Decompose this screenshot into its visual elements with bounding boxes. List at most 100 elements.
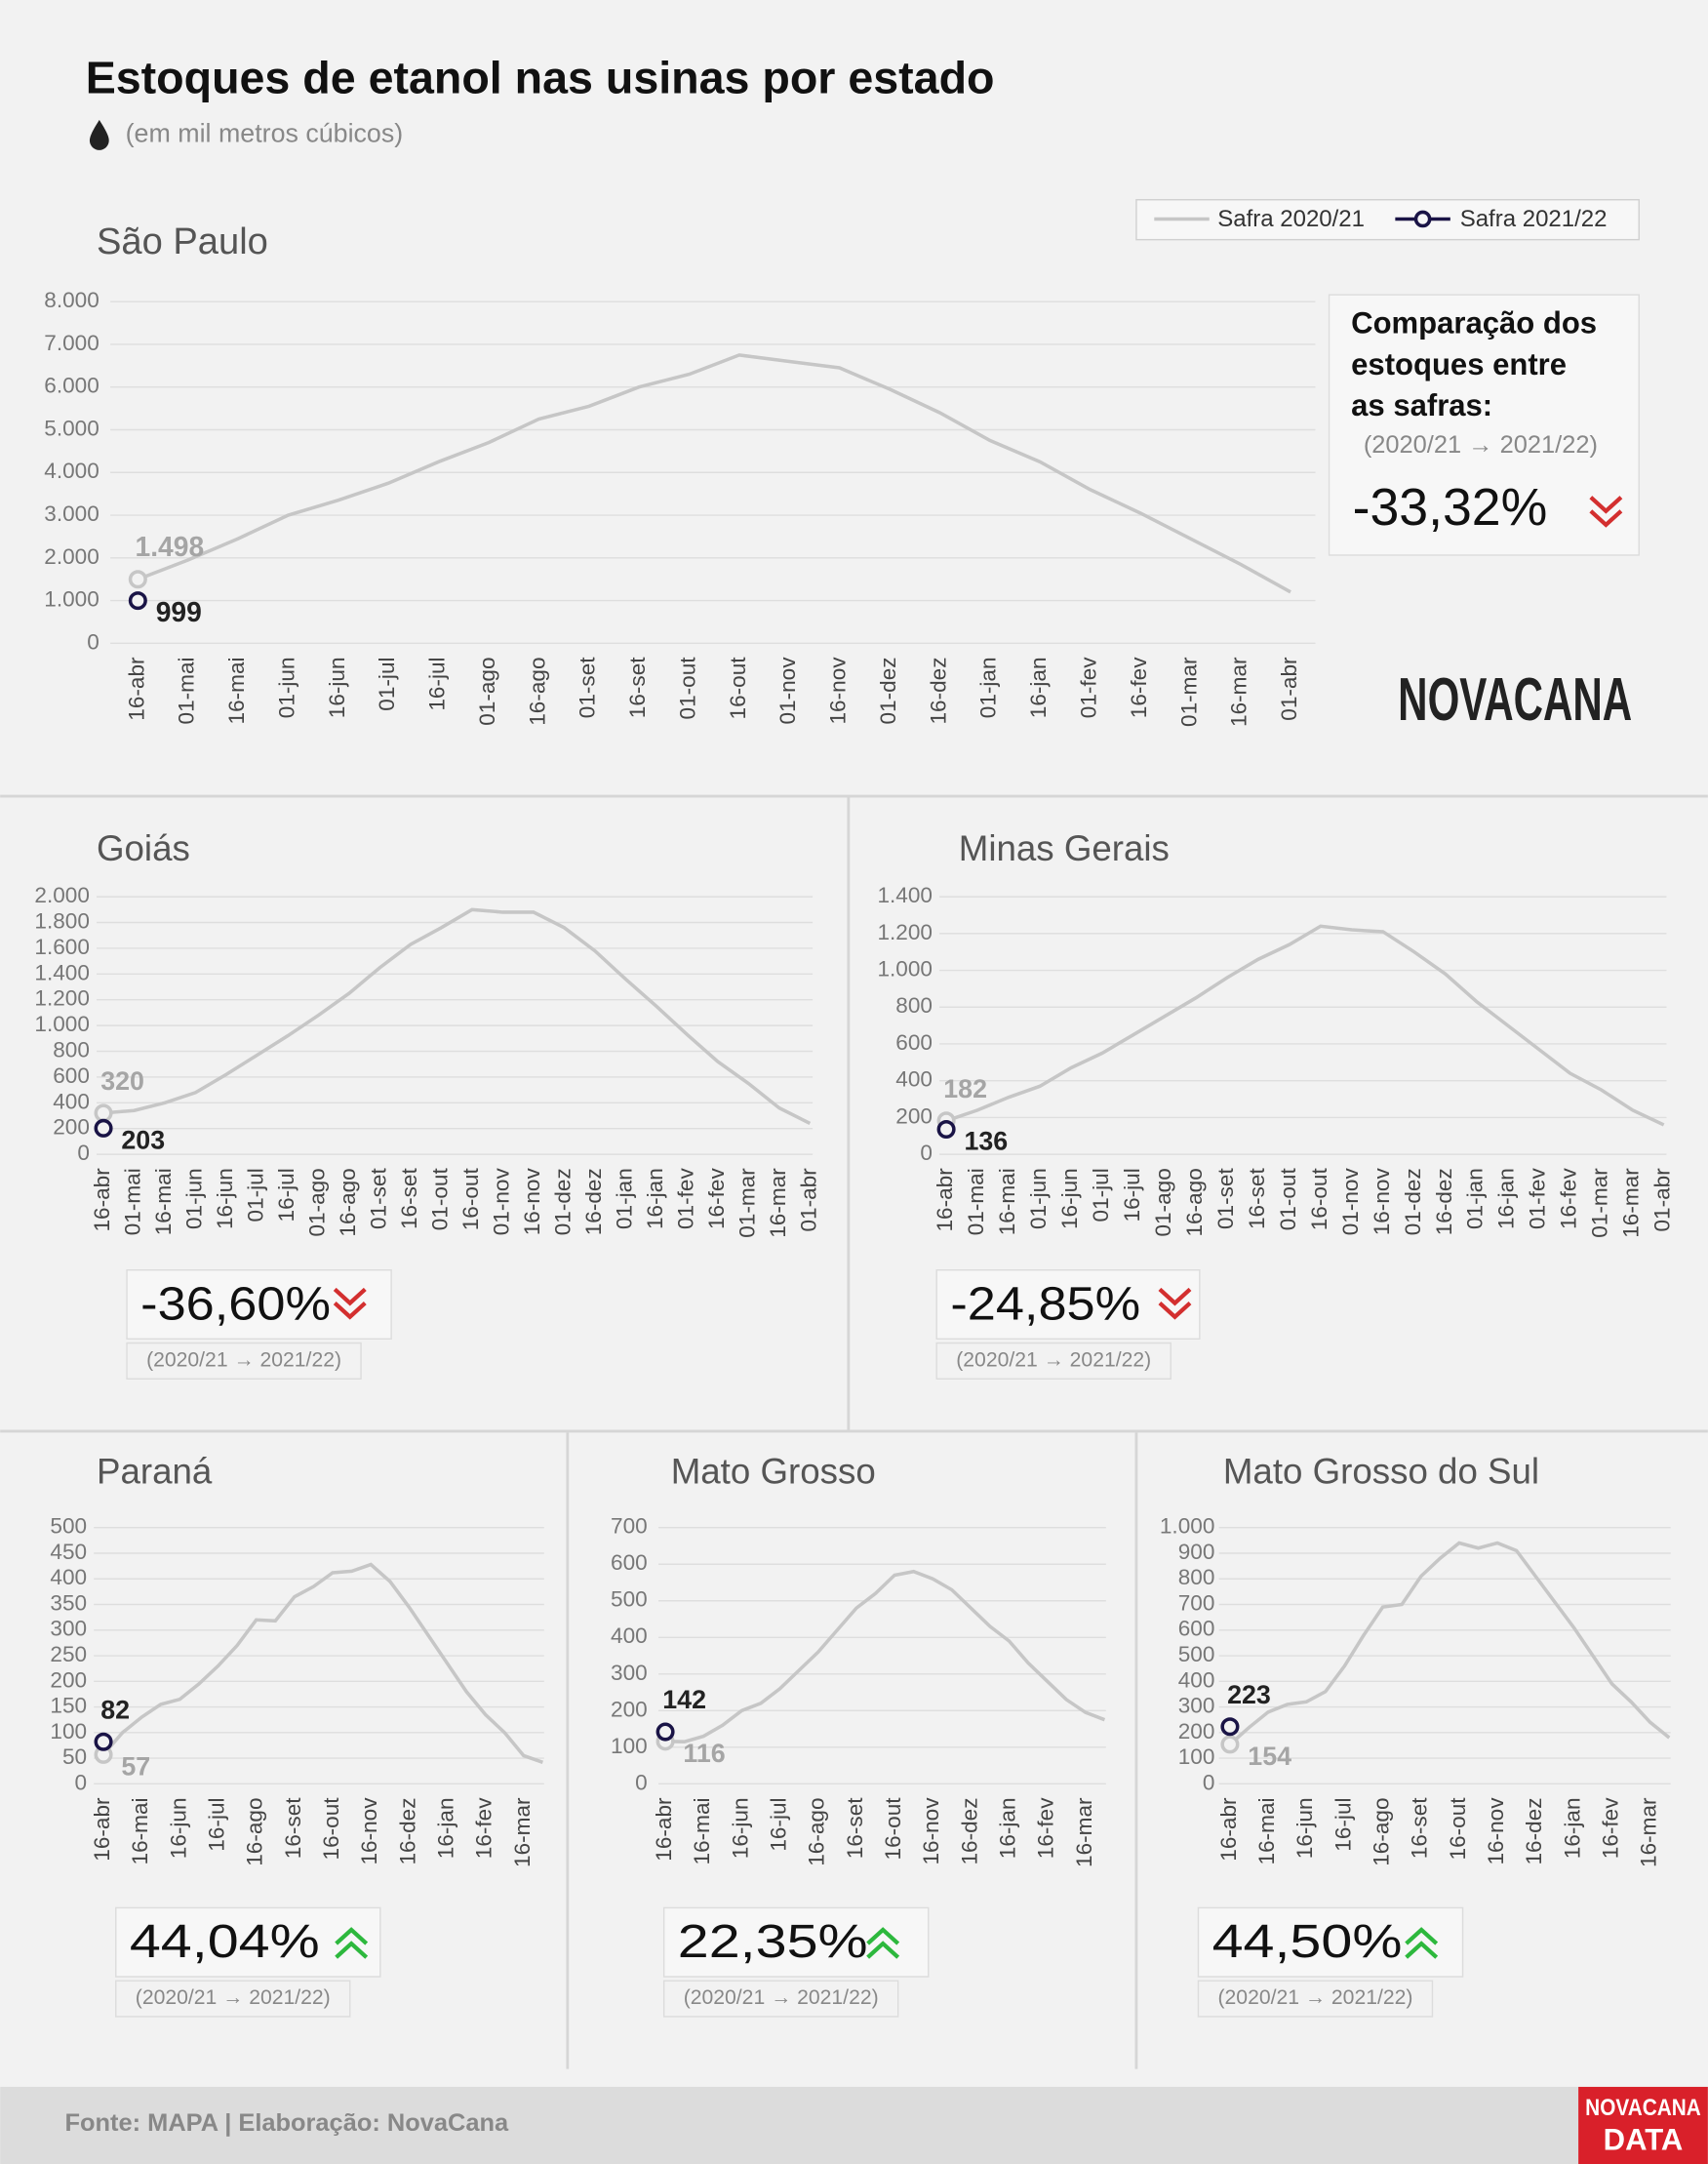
data-label: 136	[964, 1127, 1008, 1156]
comparison-period: (2020/21 → 2021/22)	[1217, 1986, 1412, 2009]
trend-arrow	[335, 1927, 369, 1945]
y-tick-label: 800	[895, 993, 933, 1018]
x-tick-label: 16-out	[881, 1797, 905, 1861]
comparison-box	[935, 1269, 1201, 1341]
x-tick-label: 16-jul	[1120, 1168, 1144, 1222]
data-label: 182	[943, 1074, 987, 1103]
x-tick-label: 16-set	[843, 1797, 867, 1859]
y-tick-label: 300	[611, 1661, 648, 1685]
x-tick-label: 16-abr	[90, 1168, 114, 1232]
chart-title: Paraná	[97, 1451, 213, 1491]
x-tick-label: 01-out	[675, 657, 699, 720]
x-tick-label: 16-out	[726, 657, 750, 720]
series-line	[665, 1569, 1106, 1743]
x-tick-label: 01-dez	[876, 657, 900, 724]
y-tick-label: 1.200	[877, 920, 933, 944]
x-tick-label: 16-jan	[1026, 657, 1051, 718]
series-line	[101, 1562, 544, 1764]
y-tick-label: 200	[895, 1103, 933, 1128]
x-tick-label: 01-jun	[181, 1168, 206, 1229]
data-label: 223	[1227, 1680, 1271, 1709]
x-tick-label: 01-jul	[1089, 1168, 1113, 1222]
period-box	[126, 1342, 362, 1380]
x-tick-label: 16-jan	[433, 1797, 457, 1859]
y-tick-label: 0	[87, 629, 99, 654]
x-tick-label: 01-set	[366, 1168, 390, 1229]
x-tick-label: 16-fev	[1557, 1168, 1581, 1229]
x-tick-label: 16-set	[397, 1168, 421, 1229]
x-tick-label: 16-mai	[690, 1797, 714, 1864]
y-tick-label: 1.400	[34, 960, 90, 984]
x-tick-label: 01-out	[427, 1168, 452, 1231]
x-tick-label: 16-set	[281, 1797, 305, 1859]
y-tick-label: 900	[1178, 1540, 1215, 1564]
x-tick-label: 16-mar	[510, 1797, 535, 1867]
x-tick-label: 16-mar	[1072, 1797, 1096, 1867]
y-tick-label: 700	[1178, 1590, 1215, 1615]
logo-box	[1578, 2086, 1708, 2164]
x-tick-label: 01-fev	[673, 1168, 697, 1229]
x-tick-label: 16-out	[319, 1797, 343, 1861]
point-marker	[1220, 1717, 1240, 1737]
footer-source: Fonte: MAPA | Elaboração: NovaCana	[65, 2109, 509, 2137]
point-marker	[128, 591, 147, 611]
y-tick-label: 200	[53, 1115, 90, 1140]
point-marker	[128, 570, 147, 589]
x-tick-label: 16-jun	[213, 1168, 237, 1229]
y-tick-label: 400	[895, 1067, 933, 1092]
x-tick-label: 16-jun	[325, 657, 349, 718]
chart-title: São Paulo	[97, 221, 268, 262]
y-tick-label: 400	[1178, 1667, 1215, 1692]
trend-arrow	[335, 1941, 369, 1959]
y-tick-label: 150	[50, 1694, 87, 1718]
x-tick-label: 01-mai	[175, 657, 199, 724]
x-tick-label: 01-mar	[1588, 1168, 1612, 1238]
y-tick-label: 200	[1178, 1719, 1215, 1743]
comparison-period: (2020/21 → 2021/22)	[684, 1986, 879, 2009]
comparison-period: (2020/21 → 2021/22)	[136, 1986, 331, 2009]
y-tick-label: 500	[50, 1514, 87, 1539]
x-tick-label: 16-jul	[274, 1168, 298, 1222]
y-tick-label: 800	[1178, 1565, 1215, 1589]
x-tick-label: 01-set	[1213, 1168, 1238, 1229]
trend-arrow	[1589, 496, 1623, 514]
x-tick-label: 01-mai	[121, 1168, 145, 1235]
data-label: 203	[121, 1126, 165, 1155]
y-tick-label: 0	[1203, 1770, 1215, 1794]
y-tick-label: 0	[635, 1770, 648, 1794]
y-tick-label: 450	[50, 1540, 87, 1564]
x-tick-label: 16-fev	[1127, 657, 1151, 718]
x-tick-label: 01-dez	[1401, 1168, 1425, 1235]
legend-box	[1135, 199, 1640, 241]
period-box	[115, 1980, 351, 2018]
y-tick-label: 50	[62, 1744, 87, 1769]
series-line	[1228, 1541, 1671, 1746]
y-tick-label: 100	[1178, 1744, 1215, 1769]
x-tick-label: 01-fev	[1077, 657, 1101, 718]
legend-label: Safra 2021/22	[1460, 206, 1608, 232]
x-tick-label: 01-ago	[304, 1168, 329, 1236]
comparison-period: (2020/21 → 2021/22)	[146, 1348, 341, 1371]
y-tick-label: 200	[611, 1697, 648, 1721]
x-tick-label: 01-out	[1276, 1168, 1300, 1231]
x-tick-label: 01-ago	[475, 657, 499, 725]
series-line	[102, 907, 812, 1126]
point-marker	[936, 1119, 956, 1140]
chart-title: Minas Gerais	[959, 828, 1170, 868]
x-tick-label: 16-out	[1307, 1168, 1331, 1231]
x-tick-label: 01-nov	[1338, 1168, 1363, 1236]
x-tick-label: 01-fev	[1526, 1168, 1550, 1229]
x-tick-label: 01-dez	[550, 1168, 575, 1235]
legend-swatch	[1413, 210, 1432, 228]
trend-arrow	[1405, 1941, 1439, 1959]
trend-arrow	[1158, 1287, 1192, 1306]
x-tick-label: 01-jan	[612, 1168, 636, 1229]
x-tick-label: 16-jul	[425, 657, 450, 710]
y-tick-label: 500	[611, 1587, 648, 1612]
y-tick-label: 300	[1178, 1694, 1215, 1718]
y-tick-label: 1.000	[44, 587, 99, 612]
y-tick-label: 400	[53, 1089, 90, 1113]
x-tick-label: 16-fev	[1034, 1797, 1058, 1859]
x-tick-label: 16-jan	[1494, 1168, 1519, 1229]
x-tick-label: 16-nov	[919, 1797, 943, 1865]
